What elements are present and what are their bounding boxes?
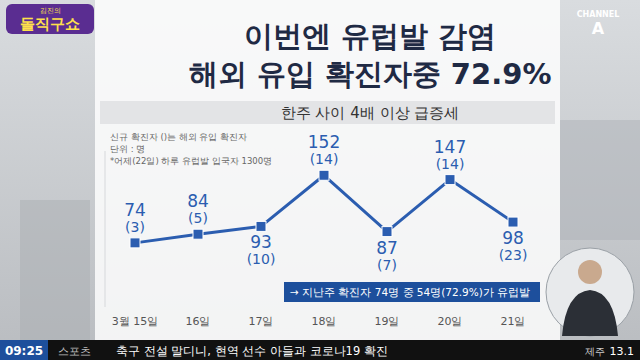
plot-area bbox=[130, 170, 518, 248]
data-label: 98 bbox=[502, 228, 524, 248]
data-label: 147 bbox=[434, 137, 466, 157]
data-label-overseas: (23) bbox=[499, 247, 528, 263]
logo-small: 김진의 bbox=[40, 7, 61, 15]
x-tick-label: 18일 bbox=[312, 315, 337, 328]
interpreter-inset bbox=[546, 248, 634, 336]
x-tick-label: 19일 bbox=[375, 315, 400, 328]
note: 신규 확진자 ()는 해외 유입 확진자 bbox=[110, 132, 247, 142]
x-tick-label: 16일 bbox=[186, 315, 211, 328]
channel-name: CHANNEL bbox=[577, 10, 620, 19]
series-line bbox=[135, 175, 513, 243]
note: *어제(22일) 하루 유럽발 입국자 1300명 bbox=[110, 156, 272, 166]
marker bbox=[445, 175, 455, 185]
x-tick-label: 3월 15일 bbox=[112, 315, 159, 328]
ticker-region: 제주 bbox=[585, 346, 605, 357]
ticker-headline: 축구 전설 말디니, 현역 선수 아들과 코로나19 확진 bbox=[116, 344, 388, 358]
callout: → 지난주 확진자 74명 중 54명(72.9%)가 유럽발 bbox=[290, 286, 530, 298]
marker bbox=[256, 221, 266, 231]
title: 이번엔 유럽발 감염 bbox=[244, 19, 496, 53]
x-tick-label: 20일 bbox=[438, 315, 463, 328]
data-label: 84 bbox=[187, 191, 209, 211]
x-tick-label: 17일 bbox=[249, 315, 274, 328]
y-axis bbox=[105, 151, 106, 307]
note: 단위 : 명 bbox=[110, 144, 145, 154]
x-tick-label: 21일 bbox=[501, 315, 526, 328]
ticker-temperature: 13.1 bbox=[610, 345, 635, 358]
subtitle-strip bbox=[100, 101, 555, 124]
data-label-overseas: (3) bbox=[125, 219, 145, 235]
data-label-overseas: (5) bbox=[188, 210, 208, 226]
channel-letter: A bbox=[592, 19, 605, 38]
interpreter-head bbox=[578, 260, 602, 284]
data-label-overseas: (14) bbox=[310, 151, 339, 167]
data-label-overseas: (14) bbox=[436, 156, 465, 172]
data-label: 152 bbox=[308, 132, 340, 152]
chart-root: 김진의돌직구쇼 CHANNELA 이번엔 유럽발 감염해외 유입 확진자중 72.9… bbox=[0, 0, 640, 360]
subtitle: 한주 사이 4배 이상 급증세 bbox=[281, 104, 460, 122]
ticker-time: 09:25 bbox=[5, 344, 43, 358]
ticker-section: 스포츠 bbox=[58, 345, 91, 358]
data-label-overseas: (7) bbox=[377, 257, 397, 273]
marker bbox=[193, 229, 203, 239]
data-label: 74 bbox=[124, 200, 146, 220]
title: 해외 유입 확진자중 72.9% bbox=[189, 57, 552, 91]
data-label-overseas: (10) bbox=[247, 251, 276, 267]
background bbox=[0, 0, 640, 360]
data-label: 87 bbox=[376, 238, 398, 258]
marker bbox=[319, 170, 329, 180]
marker bbox=[382, 227, 392, 237]
panel bbox=[95, 0, 560, 340]
data-label: 93 bbox=[250, 232, 272, 252]
marker bbox=[508, 217, 518, 227]
logo-main: 돌직구쇼 bbox=[20, 15, 80, 33]
callout-box bbox=[284, 282, 540, 302]
bg-shape bbox=[20, 200, 90, 340]
ticker-time-box bbox=[0, 340, 48, 360]
bg-shape bbox=[560, 120, 640, 240]
ticker-bar bbox=[0, 340, 640, 360]
marker bbox=[130, 238, 140, 248]
logo-box bbox=[6, 4, 94, 34]
interpreter-body bbox=[562, 290, 618, 336]
